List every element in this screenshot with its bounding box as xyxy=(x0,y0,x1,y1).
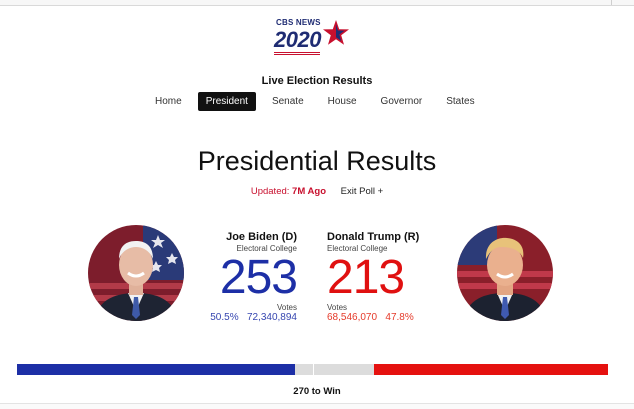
trump-electoral-college-label: Electoral College xyxy=(327,244,388,253)
page-subtitle: Live Election Results xyxy=(261,75,373,87)
win-threshold-label: 270 to Win xyxy=(293,386,341,397)
nav-item-president[interactable]: President xyxy=(197,91,256,111)
trump-popular-votes: 68,546,070 xyxy=(327,312,378,323)
trump-vote-percent: 47.8% xyxy=(385,312,414,323)
biden-popular-votes: 72,340,894 xyxy=(246,312,297,323)
electoral-vote-bar xyxy=(17,363,608,376)
main-nav: Home President Senate House Governor Sta… xyxy=(143,91,487,111)
biden-name: Joe Biden (D) xyxy=(226,231,297,243)
update-status-row: Updated: 7M Ago Exit Poll + xyxy=(0,186,634,197)
trump-name: Donald Trump (R) xyxy=(327,231,420,243)
biden-results: Joe Biden (D) Electoral College 253 Vote… xyxy=(199,231,298,323)
trump-electoral-votes: 213 xyxy=(327,251,405,304)
nav-item-governor[interactable]: Governor xyxy=(380,95,423,107)
biden-portrait-image xyxy=(88,225,184,321)
nav-item-home[interactable]: Home xyxy=(155,95,182,107)
trump-results: Donald Trump (R) Electoral College 213 V… xyxy=(327,231,437,323)
biden-votes-row: 50.5% 72,340,894 xyxy=(199,312,297,323)
cbs-news-2020-logo[interactable]: CBS NEWS 2020 xyxy=(272,18,350,56)
logo-year-text: 2020 xyxy=(274,27,321,52)
biden-avatar xyxy=(88,225,184,321)
browser-bottom-edge xyxy=(0,403,634,409)
star-icon xyxy=(323,20,349,45)
dem-electoral-fill xyxy=(17,364,295,375)
win-threshold-marker xyxy=(312,363,314,376)
trump-votes-label: Votes xyxy=(327,303,348,312)
exit-poll-link[interactable]: Exit Poll + xyxy=(340,186,384,197)
nav-item-states[interactable]: States xyxy=(446,95,475,107)
nav-item-house[interactable]: House xyxy=(327,95,357,107)
trump-votes-row: 68,546,070 47.8% xyxy=(327,312,437,323)
logo-brand-text: CBS NEWS xyxy=(276,18,321,27)
updated-time: 7M Ago xyxy=(292,186,326,197)
biden-votes-label: Votes xyxy=(276,303,297,312)
browser-top-edge xyxy=(0,0,634,6)
nav-item-senate[interactable]: Senate xyxy=(271,95,304,107)
updated-label: Updated: xyxy=(250,186,290,197)
trump-avatar xyxy=(457,225,553,321)
biden-vote-percent: 50.5% xyxy=(210,312,239,323)
page-title: Presidential Results xyxy=(197,146,437,176)
trump-portrait-image xyxy=(457,225,553,321)
biden-electoral-college-label: Electoral College xyxy=(236,244,297,253)
biden-electoral-votes: 253 xyxy=(219,251,298,304)
logo-stripes xyxy=(274,52,320,56)
rep-electoral-fill xyxy=(374,364,608,375)
